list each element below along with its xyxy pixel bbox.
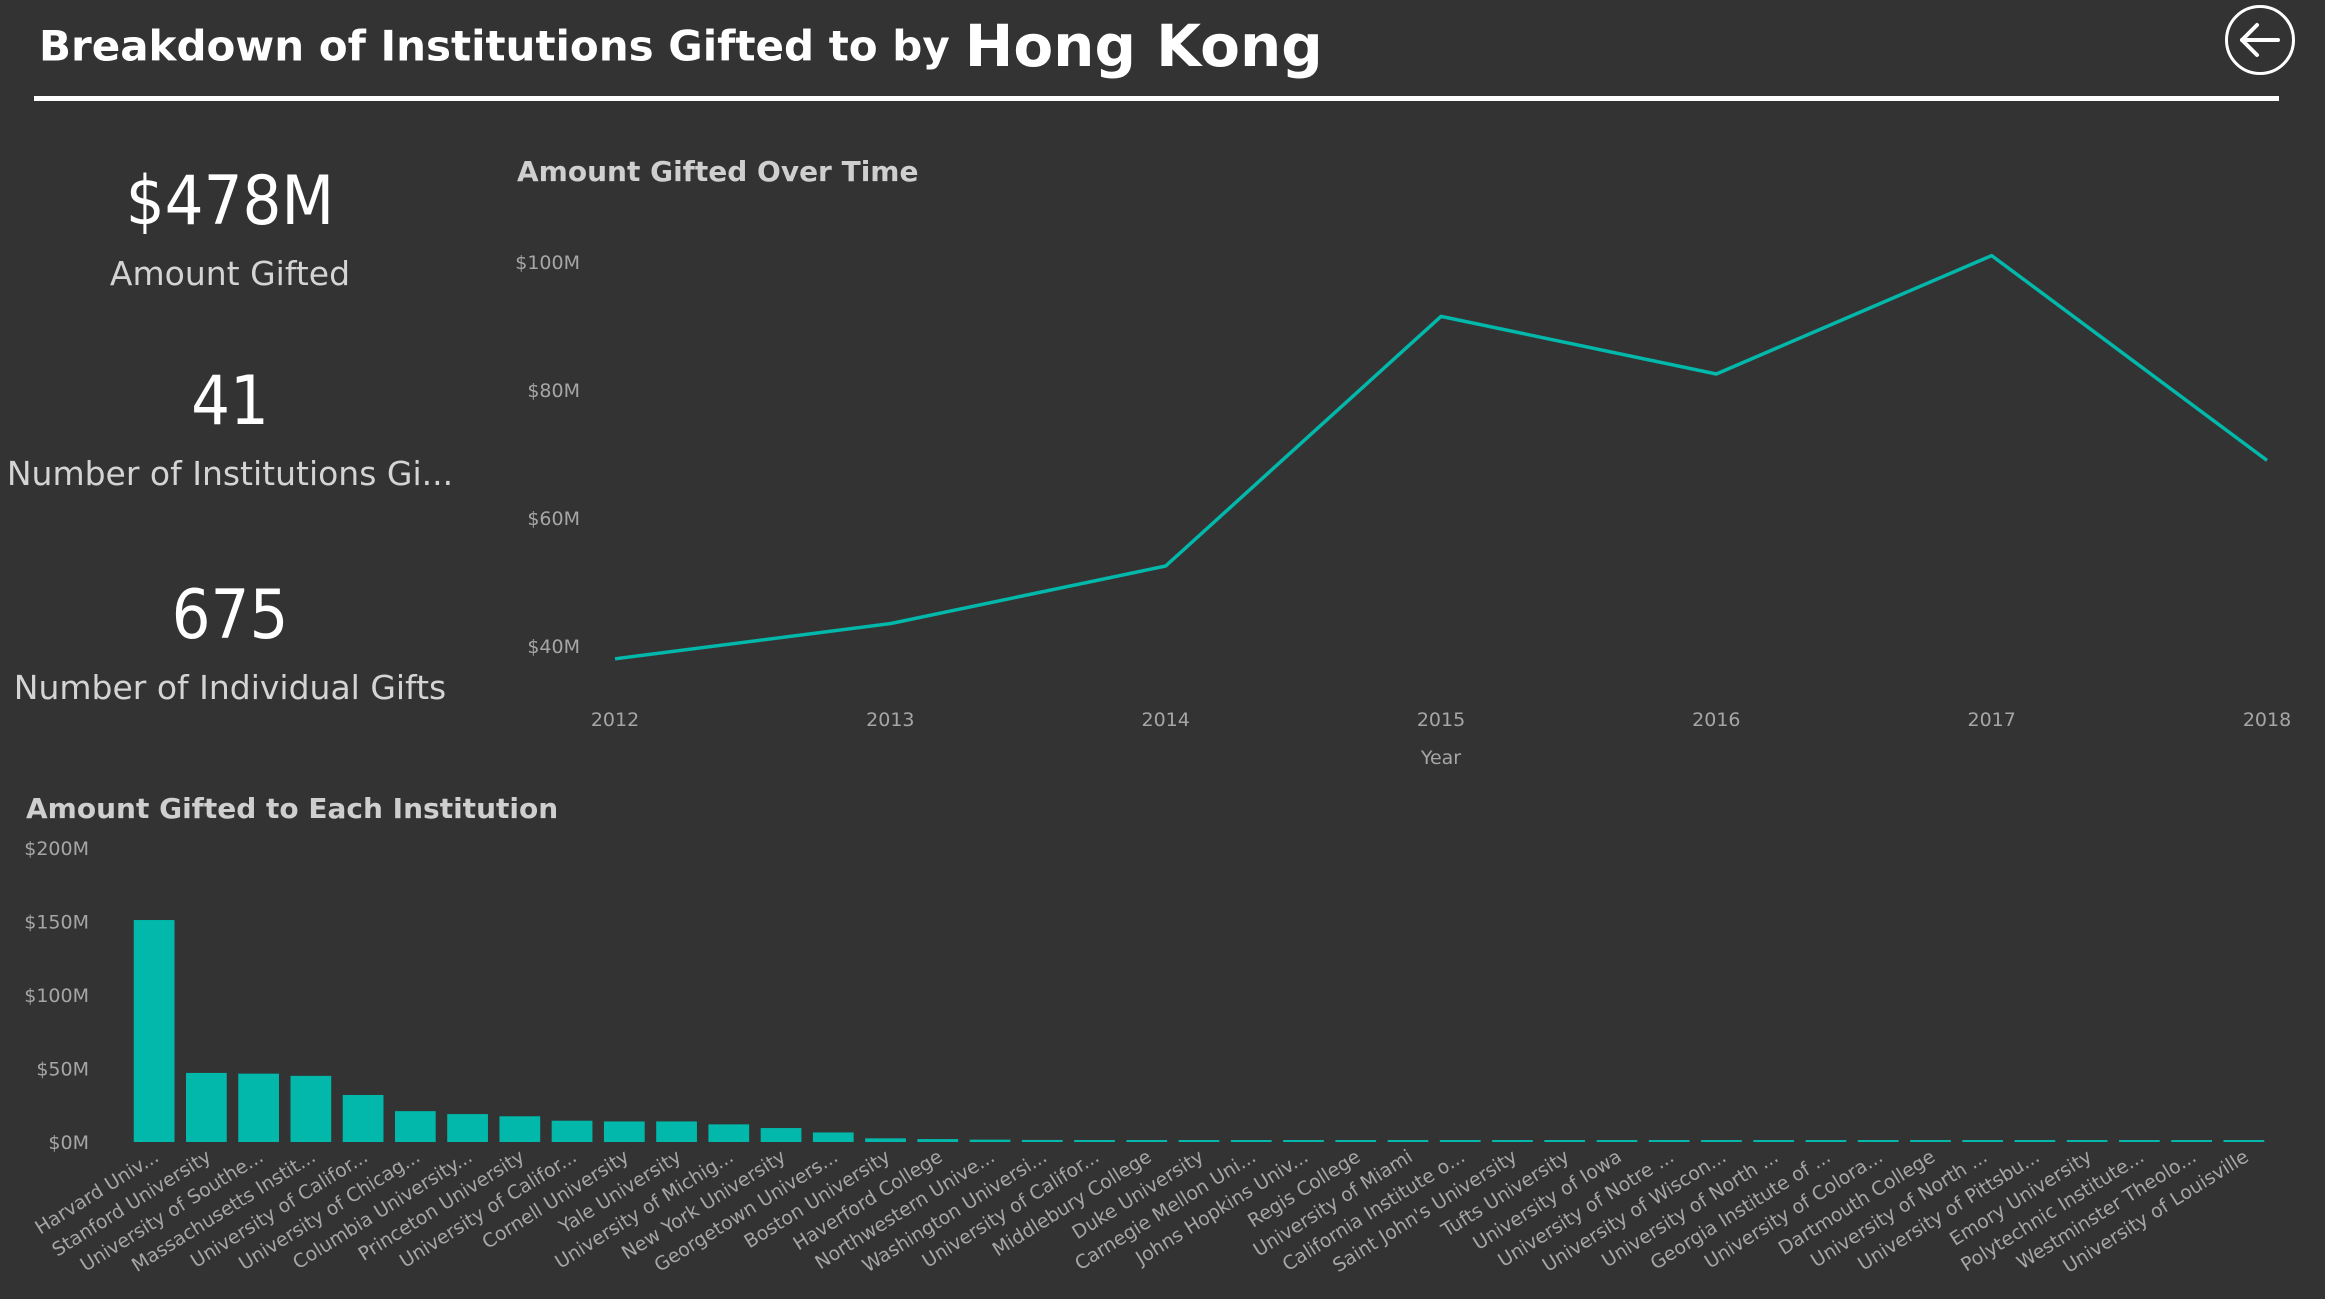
bar — [185, 1072, 227, 1142]
line-chart-title: Amount Gifted Over Time — [517, 155, 919, 188]
bar — [1021, 1139, 1063, 1142]
y-tick-label: $80M — [527, 380, 580, 402]
x-tick-label: 2018 — [2243, 709, 2291, 731]
kpi-value: $478M — [125, 162, 335, 241]
page-title: Breakdown of Institutions Gifted to by H… — [39, 12, 1323, 80]
bar — [133, 920, 175, 1142]
bar — [2014, 1140, 2056, 1142]
x-axis-label: Year — [1420, 747, 1461, 769]
kpi-label: Number of Institutions Gi... — [6, 454, 454, 493]
x-tick-label: 2014 — [1141, 709, 1189, 731]
bar — [1230, 1140, 1272, 1142]
y-tick-label: $40M — [527, 636, 580, 658]
bar — [1596, 1140, 1638, 1142]
bar — [2223, 1140, 2265, 1142]
bar — [603, 1121, 645, 1142]
bar — [708, 1124, 750, 1142]
kpi-institutions-count: 41 Number of Institutions Gi... — [0, 362, 460, 494]
x-tick-label: 2013 — [866, 709, 914, 731]
kpi-label: Number of Individual Gifts — [13, 668, 447, 707]
bar — [812, 1132, 854, 1142]
bar — [2119, 1140, 2160, 1142]
bar — [865, 1138, 906, 1142]
x-tick-label: 2016 — [1692, 709, 1740, 731]
bar — [238, 1073, 279, 1142]
y-tick-label: $200M — [24, 838, 89, 860]
bar — [969, 1139, 1011, 1142]
bar — [2066, 1140, 2108, 1142]
kpi-individual-gifts: 675 Number of Individual Gifts — [0, 576, 460, 708]
bar — [394, 1111, 436, 1142]
bar — [1387, 1140, 1429, 1142]
kpi-value: 41 — [191, 362, 269, 441]
bar — [760, 1128, 802, 1142]
x-tick-label: 2012 — [591, 709, 639, 731]
line-series — [614, 253, 2269, 661]
bar — [342, 1094, 384, 1142]
y-tick-label: $150M — [24, 912, 89, 934]
bar — [1283, 1140, 1324, 1142]
x-tick-label: 2017 — [1967, 709, 2015, 731]
bar — [2171, 1140, 2213, 1142]
bar — [1492, 1140, 1533, 1142]
bar — [1753, 1140, 1795, 1142]
bar — [1962, 1140, 2004, 1142]
bar — [1126, 1140, 1168, 1142]
bar — [447, 1114, 488, 1142]
y-tick-label: $0M — [48, 1132, 89, 1154]
bar — [290, 1075, 332, 1142]
y-tick-label: $100M — [24, 985, 89, 1007]
page-title-country: Hong Kong — [964, 12, 1323, 80]
bar — [917, 1139, 959, 1142]
arrow-left-circle-icon — [2240, 23, 2280, 57]
header-divider — [34, 96, 2279, 101]
kpi-label: Amount Gifted — [109, 254, 351, 293]
page-title-prefix: Breakdown of Institutions Gifted to by — [39, 21, 950, 71]
kpi-value: 675 — [171, 576, 289, 655]
bar — [1439, 1140, 1481, 1142]
bar — [1805, 1140, 1847, 1142]
bar — [1544, 1140, 1586, 1142]
bar — [1701, 1140, 1742, 1142]
x-tick-label: 2015 — [1417, 709, 1465, 731]
bar — [1910, 1140, 1951, 1142]
bar — [656, 1121, 697, 1142]
bar — [1857, 1140, 1899, 1142]
back-button[interactable] — [2225, 5, 2295, 75]
bar — [551, 1120, 593, 1142]
bar-chart-title: Amount Gifted to Each Institution — [26, 792, 559, 825]
kpi-amount-gifted: $478M Amount Gifted — [0, 162, 460, 294]
bar — [1074, 1140, 1115, 1142]
bar — [499, 1116, 541, 1142]
bar — [1335, 1140, 1377, 1142]
y-tick-label: $60M — [527, 508, 580, 530]
y-tick-label: $50M — [36, 1059, 89, 1081]
line-chart[interactable]: $40M $60M $80M $100M 2012 2013 2014 2015 2016 201… — [480, 230, 2325, 780]
bar — [1648, 1140, 1690, 1142]
bar — [1178, 1140, 1220, 1142]
y-tick-label: $100M — [515, 252, 580, 274]
